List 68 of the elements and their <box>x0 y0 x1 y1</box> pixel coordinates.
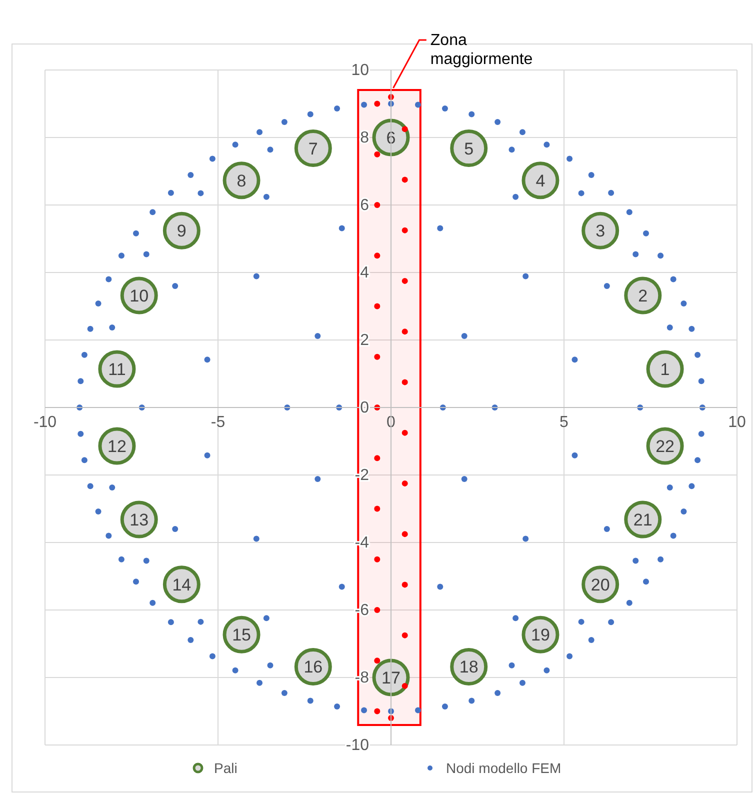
point <box>374 151 380 158</box>
band-label: Zona maggiormente <box>430 32 533 68</box>
point <box>294 130 332 168</box>
annotation: 8 <box>236 171 246 190</box>
annotation: 5 <box>464 139 474 158</box>
point <box>402 126 408 132</box>
point <box>402 227 408 234</box>
y-tick-label: 2 <box>360 332 370 350</box>
annotation: 19 <box>531 626 550 645</box>
point <box>402 430 408 436</box>
annotation: 3 <box>596 222 606 241</box>
y-tick-label: 0 <box>360 400 370 417</box>
point <box>162 212 200 250</box>
x-tick-label: 10 <box>728 414 746 431</box>
x-tick-label: -10 <box>33 414 57 431</box>
point <box>402 379 408 386</box>
annotation: 1 <box>660 360 670 379</box>
annotation: 4 <box>536 171 546 190</box>
annotation: 9 <box>176 222 186 241</box>
point <box>374 607 380 613</box>
point <box>374 455 380 462</box>
y-tick-label: 10 <box>351 62 370 80</box>
y-tick-label: -10 <box>346 737 370 754</box>
point <box>374 556 380 562</box>
annotation: 18 <box>459 658 478 677</box>
point <box>374 354 380 360</box>
y-tick-label: 6 <box>360 197 370 214</box>
y-tick-label: 4 <box>360 264 370 282</box>
point <box>374 100 380 107</box>
legend-label: Pali <box>214 760 238 776</box>
annotation: 13 <box>130 510 149 530</box>
point <box>374 708 380 714</box>
point <box>374 506 380 512</box>
point <box>402 582 408 588</box>
point <box>402 531 408 538</box>
point <box>402 480 408 486</box>
point <box>402 176 408 183</box>
x-tick-label: 5 <box>560 414 569 431</box>
point <box>372 118 410 156</box>
annotation: 20 <box>590 575 610 594</box>
point <box>402 682 408 689</box>
point <box>402 278 408 284</box>
annotation: 15 <box>232 626 251 645</box>
point <box>374 252 380 259</box>
annotation: 2 <box>638 286 648 306</box>
annotation: 22 <box>656 436 674 456</box>
point <box>522 162 560 200</box>
legend-label: Nodi modello FEM <box>446 760 562 776</box>
point <box>582 212 620 250</box>
annotation: 7 <box>308 139 318 158</box>
annotation: 12 <box>108 436 126 456</box>
point <box>624 276 662 314</box>
point <box>374 303 380 310</box>
point <box>402 632 408 638</box>
annotation: 10 <box>130 286 149 306</box>
y-tick-label: 8 <box>360 130 370 147</box>
annotation: 11 <box>108 360 126 379</box>
point <box>646 350 684 388</box>
annotation: 21 <box>633 510 652 530</box>
annotation: 14 <box>172 575 192 594</box>
point <box>450 130 488 168</box>
point <box>222 162 260 200</box>
annotation: 17 <box>382 668 400 688</box>
point <box>402 328 408 335</box>
point <box>374 202 380 208</box>
x-tick-label: -5 <box>210 414 226 431</box>
annotation: 16 <box>304 658 323 677</box>
point <box>374 658 380 664</box>
